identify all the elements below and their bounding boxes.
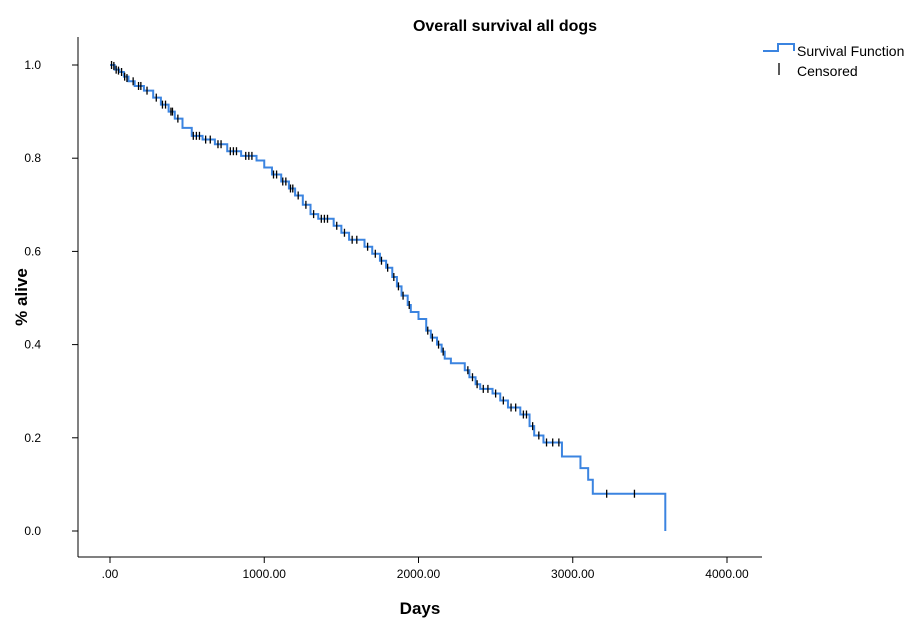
survival-function-line bbox=[110, 64, 667, 531]
x-tick-label: 4000.00 bbox=[705, 567, 749, 581]
x-tick-label: 1000.00 bbox=[243, 567, 287, 581]
legend: Survival Function Censored bbox=[763, 43, 904, 79]
x-axis-title: Days bbox=[400, 599, 441, 618]
y-tick-label: 0.8 bbox=[24, 151, 41, 165]
y-tick-label: 0.6 bbox=[24, 244, 41, 258]
legend-survival-label: Survival Function bbox=[797, 43, 904, 59]
x-tick-label: .00 bbox=[102, 567, 119, 581]
x-tick-label: 2000.00 bbox=[397, 567, 441, 581]
y-tick-label: 0.2 bbox=[24, 431, 41, 445]
y-tick-label: 0.4 bbox=[24, 338, 41, 352]
y-axis-title: % alive bbox=[12, 268, 31, 326]
y-axis-ticks: 0.0 0.2 0.4 0.6 0.8 1.0 bbox=[24, 58, 78, 538]
plot-area bbox=[110, 61, 667, 531]
y-tick-label: 1.0 bbox=[24, 58, 41, 72]
x-tick-label: 3000.00 bbox=[551, 567, 595, 581]
x-axis-ticks: .00 1000.00 2000.00 3000.00 4000.00 bbox=[102, 557, 749, 581]
y-tick-label: 0.0 bbox=[24, 524, 41, 538]
chart-title: Overall survival all dogs bbox=[413, 18, 597, 35]
legend-survival-swatch bbox=[763, 43, 795, 52]
legend-censored-label: Censored bbox=[797, 63, 858, 79]
